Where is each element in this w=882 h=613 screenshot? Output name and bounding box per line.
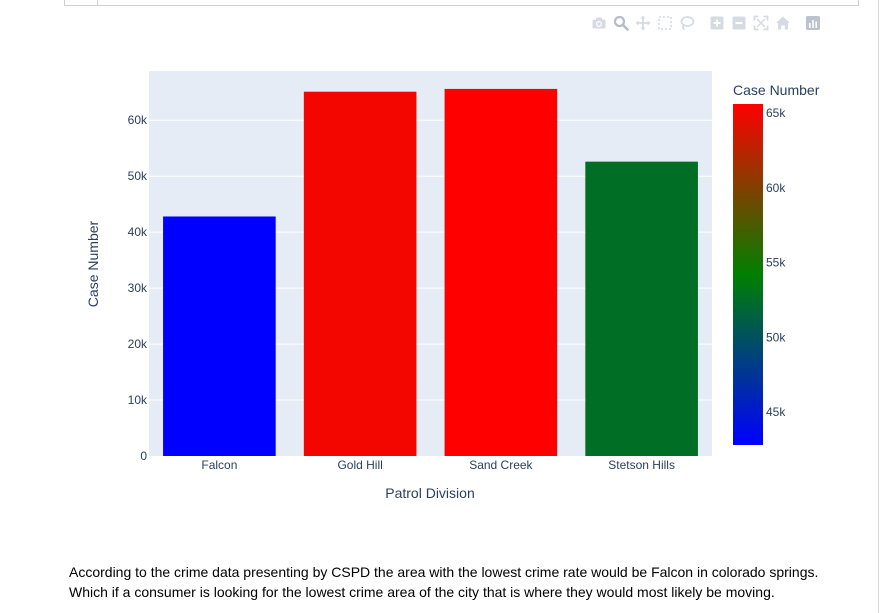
- y-tick-label: 50k: [128, 169, 148, 183]
- x-tick-labels: Falcon Gold Hill Sand Creek Stetson Hills: [201, 458, 675, 472]
- bar-falcon[interactable]: [163, 216, 276, 456]
- reset-axes-button[interactable]: [772, 13, 794, 33]
- colorbar-tick-label: 50k: [766, 330, 786, 344]
- zoom-in-button[interactable]: [706, 13, 728, 33]
- lasso-select-button[interactable]: [676, 13, 698, 33]
- colorbar-tick-label: 55k: [766, 256, 786, 270]
- pan-button[interactable]: [632, 13, 654, 33]
- bar-stetson-hills[interactable]: [585, 161, 698, 457]
- plot-modebar: [588, 13, 824, 33]
- x-tick-label: Stetson Hills: [608, 458, 675, 472]
- colorbar-tick-label: 60k: [766, 181, 786, 195]
- bars: [163, 88, 698, 457]
- y-tick-label: 40k: [128, 225, 148, 239]
- description-line-2: Which if a consumer is looking for the l…: [69, 584, 775, 600]
- camera-icon: [592, 17, 606, 29]
- lasso-icon: [680, 16, 695, 31]
- y-tick-label: 20k: [128, 337, 148, 351]
- zoom-icon: [613, 15, 629, 31]
- page-right-edge: [878, 0, 879, 613]
- plotly-logo-icon: [806, 16, 820, 30]
- zoom-out-button[interactable]: [728, 13, 750, 33]
- description-line-1: According to the crime data presenting b…: [69, 564, 819, 580]
- pan-icon: [635, 15, 651, 31]
- x-tick-label: Gold Hill: [337, 458, 382, 472]
- colorbar-tick-labels: 45k 50k 55k 60k 65k: [766, 106, 786, 419]
- colorbar-title: Case Number: [733, 82, 820, 98]
- box-select-button[interactable]: [654, 13, 676, 33]
- top-frame-divider: [97, 0, 98, 5]
- y-tick-label: 0: [140, 449, 147, 463]
- zoom-button[interactable]: [610, 13, 632, 33]
- zoom-out-icon: [732, 16, 746, 30]
- reset-axes-icon: [776, 16, 790, 30]
- y-axis-title: Case Number: [85, 220, 101, 307]
- bar-chart: 0 10k 20k 30k 40k 50k 60k Falcon Gold Hill Sand …: [85, 71, 820, 501]
- bar-sand-creek[interactable]: [444, 88, 558, 456]
- x-tick-label: Falcon: [201, 458, 237, 472]
- top-frame: [64, 0, 859, 6]
- colorbar-tick-label: 65k: [766, 106, 786, 120]
- autoscale-button[interactable]: [750, 13, 772, 33]
- y-tick-label: 30k: [128, 281, 148, 295]
- chart-description: According to the crime data presenting b…: [69, 562, 869, 602]
- autoscale-icon: [753, 15, 769, 31]
- zoom-in-icon: [710, 16, 724, 30]
- y-tick-labels: 0 10k 20k 30k 40k 50k 60k: [128, 113, 148, 463]
- download-plot-button[interactable]: [588, 13, 610, 33]
- x-tick-label: Sand Creek: [469, 458, 533, 472]
- x-axis-title: Patrol Division: [385, 485, 474, 501]
- box-select-icon: [658, 16, 672, 30]
- y-tick-label: 60k: [128, 113, 148, 127]
- bar-gold-hill[interactable]: [303, 91, 417, 456]
- plotly-logo-button[interactable]: [802, 13, 824, 33]
- y-tick-label: 10k: [128, 393, 148, 407]
- colorbar-tick-label: 45k: [766, 405, 786, 419]
- colorbar[interactable]: [733, 104, 763, 445]
